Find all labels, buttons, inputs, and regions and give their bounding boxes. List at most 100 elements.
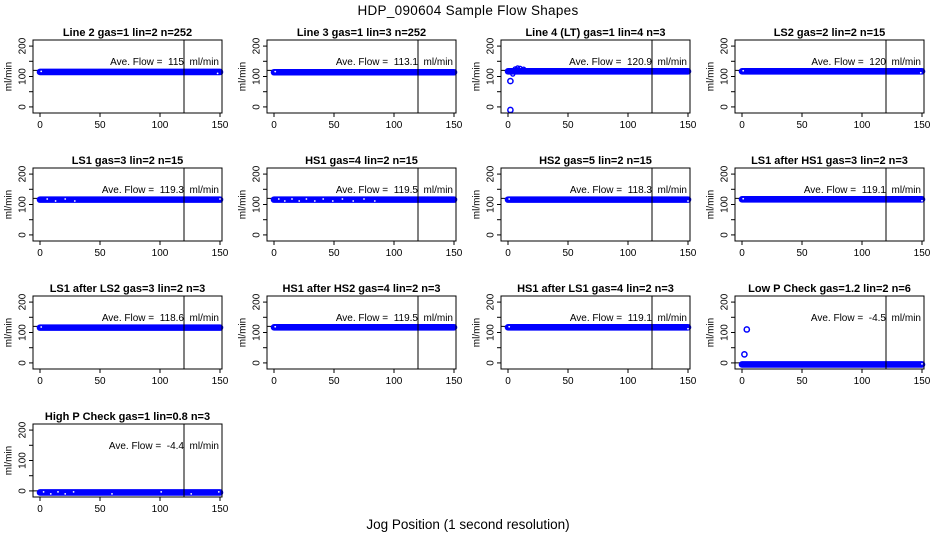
x-tick-label: 100 [152, 376, 169, 387]
y-tick-label: 200 [720, 293, 731, 310]
panel-ls1-after-hs1-gas-3-lin-2-n-3: LS1 after HS1 gas=3 lin=2 n=3 0 100 200ml/m… [706, 155, 931, 259]
x-tick-label: 100 [386, 376, 403, 387]
flow-band [36, 68, 224, 76]
x-tick-label: 150 [212, 504, 229, 515]
ave-flow-label: Ave. Flow = -4.5 ml/min [811, 313, 921, 324]
ave-flow-label: Ave. Flow = 113.1 ml/min [336, 57, 453, 68]
band-gap-speck [291, 198, 293, 200]
y-tick-label: 200 [720, 165, 731, 182]
plot-box [734, 295, 925, 370]
x-tick-label: 100 [152, 248, 169, 259]
band-gap-speck [363, 198, 365, 200]
plot-box [734, 167, 925, 242]
x-tick-label: 0 [271, 120, 277, 131]
y-axis-title: ml/min [4, 190, 15, 219]
band-gap-speck [73, 200, 76, 202]
x-tick-label: 150 [680, 120, 697, 131]
band-gap-speck [919, 71, 922, 74]
y-tick-label: 0 [252, 360, 263, 366]
ave-flow-label: Ave. Flow = -4.4 ml/min [109, 441, 219, 452]
band-gap-speck [921, 362, 923, 365]
data-point [510, 71, 516, 77]
band-gap-speck [190, 492, 193, 495]
x-tick-label: 0 [37, 120, 43, 131]
plot-box [266, 295, 457, 370]
band-gap-speck [331, 200, 334, 202]
ave-flow-label: Ave. Flow = 119.1 ml/min [570, 313, 687, 324]
x-tick-label: 100 [620, 120, 637, 131]
y-tick-label: 0 [252, 232, 263, 238]
band-gap-speck [42, 490, 45, 493]
flow-band [36, 196, 224, 203]
band-gap-speck [341, 198, 344, 200]
panel-high-p-check-gas-1-lin-0-8-n-3: High P Check gas=1 lin=0.8 n=3 0 100 200ml/… [4, 411, 229, 515]
y-axis-title: ml/min [706, 318, 717, 347]
y-tick-label: 0 [18, 488, 29, 494]
plot-box [32, 167, 223, 242]
panel-line-4-lt-gas-1-lin-4-n-3: Line 4 (LT) gas=1 lin=4 n=3 0 100 200ml/min… [472, 27, 697, 131]
x-tick-label: 0 [505, 120, 511, 131]
panel-title: HS1 gas=4 lin=2 n=15 [305, 155, 418, 167]
y-tick-label: 0 [18, 360, 29, 366]
x-tick-label: 50 [94, 504, 106, 515]
x-tick-label: 50 [94, 248, 106, 259]
y-tick-label: 200 [720, 37, 731, 54]
panel-hs1-after-hs2-gas-4-lin-2-n-3: HS1 after HS2 gas=4 lin=2 n=3 0 100 200ml/m… [238, 283, 463, 387]
y-tick-label: 0 [252, 104, 263, 110]
flow-band [270, 324, 458, 331]
y-axis-title: ml/min [4, 446, 15, 475]
outlier-point [741, 351, 748, 358]
x-tick-label: 150 [212, 248, 229, 259]
ave-flow-label: Ave. Flow = 119.5 ml/min [336, 185, 453, 196]
plot-box [266, 167, 457, 242]
band-gap-speck [298, 200, 301, 202]
band-gap-speck [274, 325, 277, 328]
band-gap-speck [57, 490, 59, 493]
data-point [514, 65, 521, 71]
outlier-point [507, 77, 514, 85]
x-tick-label: 150 [446, 376, 463, 387]
y-tick-label: 0 [486, 360, 497, 366]
flow-band [36, 489, 224, 496]
x-tick-label: 100 [152, 504, 169, 515]
x-tick-label: 150 [914, 376, 931, 387]
x-tick-label: 150 [212, 120, 229, 131]
band-gap-speck [40, 326, 43, 328]
y-tick-label: 100 [18, 196, 29, 213]
plot-box [500, 167, 691, 242]
band-gap-speck [508, 325, 511, 328]
figure-title: HDP_090604 Sample Flow Shapes [357, 3, 579, 18]
y-tick-label: 200 [18, 37, 29, 54]
band-gap-speck [508, 198, 511, 200]
band-gap-speck [921, 199, 923, 202]
band-gap-speck [742, 69, 745, 72]
band-gap-speck [49, 492, 52, 495]
y-axis-title: ml/min [238, 318, 249, 347]
band-gap-speck [64, 492, 67, 495]
panel-title: Line 4 (LT) gas=1 lin=4 n=3 [525, 27, 665, 39]
panel-title: Line 3 gas=1 lin=3 n=252 [297, 27, 426, 39]
band-gap-speck [111, 492, 113, 495]
band-gap-speck [217, 490, 220, 493]
band-gap-speck [40, 70, 43, 73]
x-tick-label: 50 [562, 248, 574, 259]
band-gap-speck [373, 200, 376, 202]
x-tick-label: 50 [94, 120, 106, 131]
x-tick-label: 100 [854, 248, 871, 259]
panel-title: Low P Check gas=1.2 lin=2 n=6 [748, 283, 911, 295]
x-tick-label: 50 [796, 248, 808, 259]
x-tick-label: 50 [328, 120, 340, 131]
panel-hs1-after-ls1-gas-4-lin-2-n-3: HS1 after LS1 gas=4 lin=2 n=3 0 100 200ml/m… [472, 283, 697, 387]
y-axis-title: ml/min [4, 318, 15, 347]
y-tick-label: 100 [486, 68, 497, 85]
panel-title: High P Check gas=1 lin=0.8 n=3 [45, 411, 210, 423]
x-tick-label: 0 [505, 376, 511, 387]
x-tick-label: 0 [739, 376, 745, 387]
plot-box [734, 39, 925, 114]
x-axis-label: Jog Position (1 second resolution) [366, 517, 570, 532]
ave-flow-label: Ave. Flow = 115 ml/min [110, 57, 219, 68]
band-gap-speck [277, 198, 280, 200]
y-tick-label: 0 [18, 232, 29, 238]
